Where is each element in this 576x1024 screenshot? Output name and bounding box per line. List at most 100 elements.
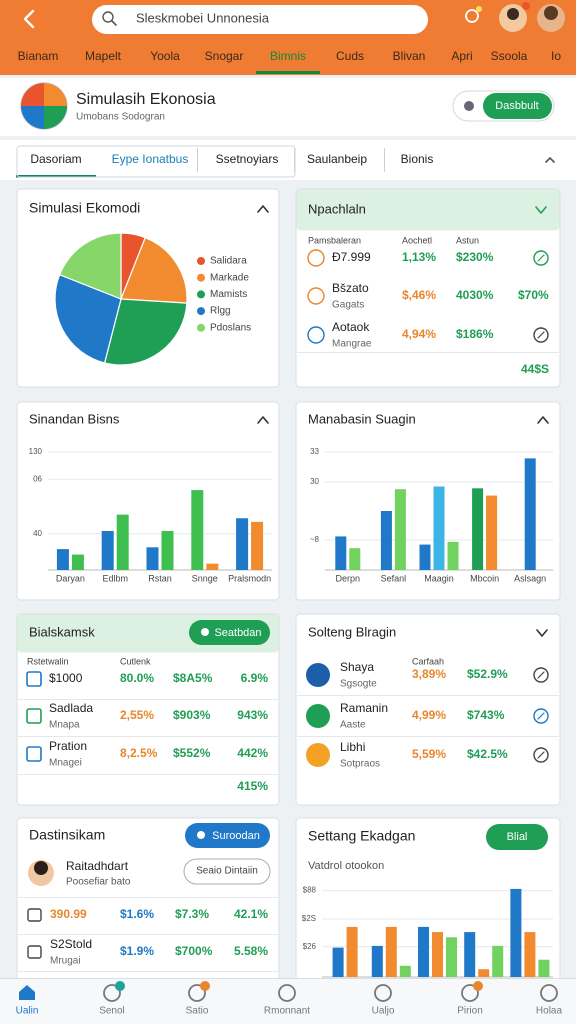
nav-tab[interactable]: Mapelt — [85, 49, 122, 63]
nav-label[interactable]: Ualin — [16, 1006, 39, 1017]
cell: $1.9% — [120, 944, 154, 958]
nav-tab[interactable]: Bianam — [18, 49, 59, 63]
nav-icon[interactable] — [19, 985, 35, 1000]
nav-tab[interactable]: Ssoola — [491, 49, 528, 63]
legend-label: Rlgg — [210, 306, 231, 317]
card-button-label[interactable]: Blial — [507, 831, 528, 843]
y-tick-label: 33 — [310, 447, 319, 456]
row-divider — [18, 699, 278, 700]
card-title: Sinandan Bisns — [29, 411, 120, 426]
bar — [335, 536, 347, 570]
section-tab[interactable]: Eype Ionatbus — [112, 152, 189, 166]
card — [295, 613, 561, 806]
bar — [399, 965, 411, 977]
status-icon — [533, 708, 549, 724]
nav-tab[interactable]: Yoola — [150, 49, 180, 63]
nav-label[interactable]: Satio — [186, 1006, 209, 1017]
row-name: Pration — [49, 739, 87, 753]
nav-label[interactable]: Holaa — [536, 1006, 563, 1017]
y-tick-label: $2S — [302, 914, 316, 923]
nav-icon[interactable] — [103, 984, 121, 1002]
cell: 442% — [237, 746, 268, 760]
nav-tab[interactable]: Snogar — [205, 49, 244, 63]
x-tick-label: Daryan — [56, 573, 85, 583]
logo-slice — [21, 106, 44, 129]
tab-divider — [197, 148, 198, 172]
y-tick-label: 40 — [33, 529, 42, 538]
card-button-label[interactable]: Suroodan — [212, 830, 260, 842]
row-divider — [18, 897, 278, 898]
expand-icon[interactable] — [536, 629, 548, 637]
nav-label[interactable]: Senol — [99, 1006, 125, 1017]
outline-button-label[interactable]: Seaio Dintaiin — [196, 866, 258, 877]
bar — [371, 945, 383, 977]
nav-icon[interactable] — [278, 984, 296, 1002]
section-tab[interactable]: Ssetnoyiars — [216, 152, 279, 166]
nav-label[interactable]: Rmonnant — [264, 1006, 310, 1017]
column-header: Cutlenk — [120, 656, 151, 666]
collapse-icon[interactable] — [537, 416, 549, 424]
row-icon — [26, 746, 42, 762]
card-button-label[interactable]: Seatbdan — [214, 627, 261, 639]
section-tab[interactable]: Bionis — [401, 152, 434, 166]
cell: 4,99% — [412, 708, 446, 722]
x-tick-label: Derpn — [336, 573, 361, 583]
person-role: Poosefiar bato — [66, 877, 131, 888]
dashboard-button-label[interactable]: Dasbbult — [495, 100, 538, 112]
card-button[interactable] — [185, 823, 270, 848]
cell: $903% — [173, 708, 211, 722]
expand-icon[interactable] — [535, 206, 547, 214]
nav-icon[interactable] — [461, 984, 479, 1002]
pie-slice — [120, 237, 188, 304]
nav-tab[interactable]: Cuds — [336, 49, 364, 63]
cell: 8,2.5% — [120, 746, 158, 760]
notification-icon[interactable] — [465, 9, 479, 23]
nav-tab[interactable]: Blivan — [393, 49, 426, 63]
nav-tab[interactable]: Bimnis — [270, 49, 306, 63]
search-icon-handle — [111, 20, 117, 26]
cell: 2,55% — [120, 708, 154, 722]
nav-badge — [473, 981, 483, 991]
nav-tab[interactable]: Io — [551, 49, 561, 63]
nav-icon[interactable] — [188, 984, 206, 1002]
bar — [524, 458, 536, 570]
section-tab[interactable]: Saulanbeip — [307, 152, 367, 166]
outline-button[interactable] — [183, 858, 271, 885]
cell: $8A5% — [173, 671, 213, 685]
dashboard-button-fill[interactable] — [483, 93, 552, 119]
collapse-icon[interactable] — [545, 157, 555, 163]
bar — [432, 932, 443, 977]
y-tick-label: 06 — [33, 474, 42, 483]
row-name: Libhi — [340, 740, 365, 754]
column-header: Pamsbaleran — [308, 235, 361, 245]
nav-label[interactable]: Pirion — [457, 1006, 483, 1017]
collapse-icon[interactable] — [257, 416, 269, 424]
column-header: Rstetwalin — [27, 656, 69, 666]
nav-icon[interactable] — [374, 984, 392, 1002]
y-tick-label: $26 — [303, 942, 317, 951]
collapse-icon[interactable] — [257, 205, 269, 213]
pie-slice — [59, 232, 122, 300]
row-name: S2Stold — [50, 937, 92, 951]
bar — [492, 945, 504, 977]
card-header — [296, 189, 560, 231]
cell: 80.0% — [120, 671, 154, 685]
cell: 943% — [237, 708, 268, 722]
status-icon — [533, 747, 549, 763]
back-button[interactable] — [23, 9, 35, 29]
cell: 3,89% — [412, 667, 446, 681]
dashboard-icon — [464, 101, 474, 111]
bar — [56, 549, 69, 570]
card-title: Settang Ekadgan — [308, 828, 415, 844]
nav-tab[interactable]: Apri — [451, 49, 472, 63]
nav-label[interactable]: Ualjo — [372, 1006, 395, 1017]
row-name: 390.99 — [50, 907, 87, 921]
section-tab[interactable]: Dasoriam — [30, 152, 81, 166]
column-header: Carfaah — [412, 656, 444, 666]
card-button[interactable] — [486, 824, 548, 850]
cell: $1.6% — [120, 907, 154, 921]
bar — [446, 937, 457, 977]
card-button[interactable] — [189, 620, 270, 645]
search-box[interactable] — [92, 5, 428, 34]
nav-icon[interactable] — [540, 984, 558, 1002]
